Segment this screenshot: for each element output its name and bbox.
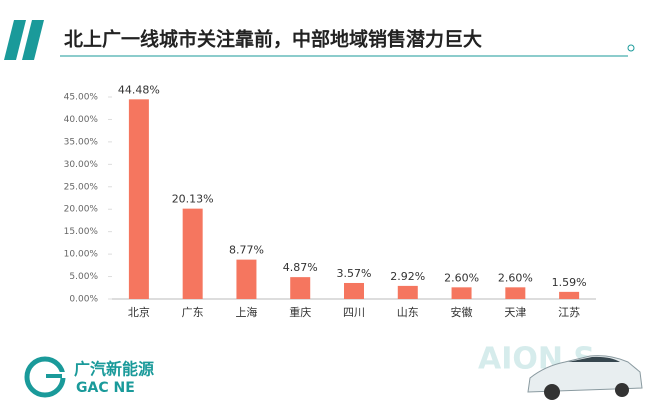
value-label: 4.87% (283, 261, 318, 274)
car-window (568, 356, 620, 362)
bar (236, 259, 257, 299)
bar (344, 282, 364, 299)
car-wheel (544, 384, 560, 400)
y-tick-label: 35.00% (64, 137, 99, 147)
bar (290, 277, 311, 299)
bar (451, 287, 472, 299)
value-label: 3.57% (337, 267, 372, 280)
x-tick-label: 广东 (182, 306, 204, 319)
value-label: 2.60% (444, 271, 479, 284)
x-tick-label: 北京 (128, 305, 150, 319)
logo-bar (46, 374, 62, 378)
x-tick-label: 四川 (343, 306, 365, 319)
y-tick-label: 5.00% (69, 272, 98, 282)
bar (182, 208, 203, 299)
car-wheel (615, 383, 629, 397)
y-tick-label: 40.00% (64, 115, 99, 125)
value-label: 2.60% (498, 271, 533, 284)
value-label: 2.92% (390, 270, 425, 283)
logo: 广汽新能源 GAC NE (24, 356, 154, 398)
title-dot (627, 44, 635, 52)
y-tick-label: 30.00% (64, 160, 99, 170)
y-tick-label: 45.00% (64, 93, 99, 103)
value-label: 20.13% (172, 193, 214, 206)
car-body (527, 355, 643, 393)
x-tick-label: 山东 (397, 306, 419, 319)
x-tick-label: 江苏 (558, 306, 580, 319)
y-tick-label: 10.00% (64, 250, 99, 260)
x-tick-label: 安徽 (451, 305, 473, 319)
x-tick-label: 上海 (235, 305, 257, 319)
bar (128, 99, 149, 299)
y-tick-label: 0.00% (69, 295, 98, 305)
y-tick-label: 25.00% (64, 182, 99, 192)
value-label: 8.77% (229, 244, 264, 257)
y-tick-label: 15.00% (64, 227, 99, 237)
x-tick-label: 天津 (504, 306, 526, 319)
title-stripe (4, 20, 26, 60)
bar (559, 291, 580, 299)
logo-cn: 广汽新能源 (74, 360, 154, 379)
chart-title: 北上广一线城市关注靠前，中部地域销售潜力巨大 (64, 28, 482, 51)
title-stripe (22, 20, 44, 60)
value-label: 44.48% (118, 83, 160, 96)
logo-en: GAC NE (76, 380, 135, 396)
y-tick-label: 20.00% (64, 205, 99, 215)
bar (397, 285, 418, 299)
bar (505, 287, 526, 299)
value-label: 1.59% (552, 276, 587, 289)
car (527, 355, 643, 400)
x-tick-label: 重庆 (289, 305, 311, 319)
